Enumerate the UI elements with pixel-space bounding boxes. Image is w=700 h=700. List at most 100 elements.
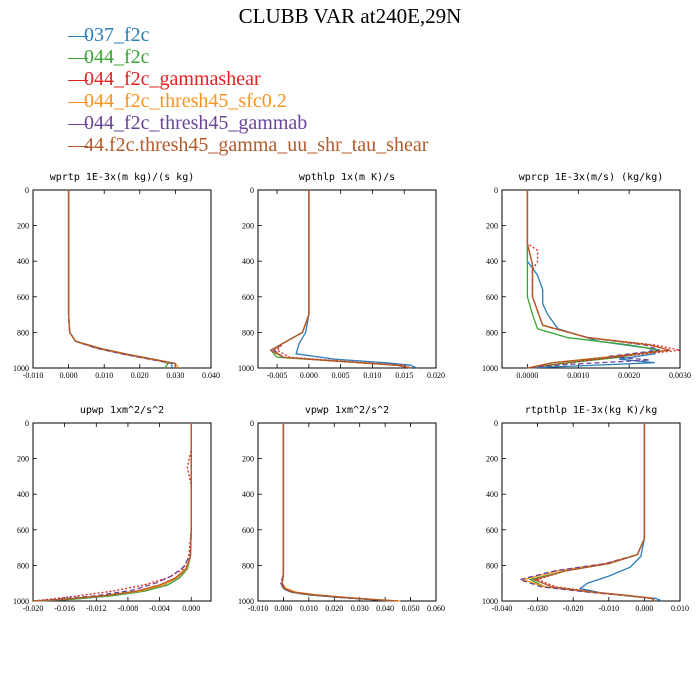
panel-title: upwp 1xm^2/s^2 <box>80 405 164 416</box>
x-tick-label: 0.020 <box>325 604 343 613</box>
x-tick-label: 0.030 <box>351 604 369 613</box>
x-tick-label: -0.020 <box>23 604 44 613</box>
y-tick-label: 400 <box>17 490 29 499</box>
x-tick-label: 0.000 <box>635 604 653 613</box>
series-line <box>269 190 411 369</box>
y-tick-label: 200 <box>242 222 254 231</box>
legend: —037_f2c —044_f2c —044_f2c_gammashear —044_… <box>68 24 428 156</box>
y-tick-label: 200 <box>17 455 29 464</box>
x-tick-label: 0.020 <box>427 371 445 380</box>
y-tick-label: 0 <box>494 186 498 195</box>
y-tick-label: 1000 <box>482 364 498 373</box>
series-line <box>67 190 180 369</box>
legend-label: 044_f2c_thresh45_gammab <box>84 112 308 134</box>
chart-panel: wpthlp 1x(m K)/s 0 200 400 600 800 1000 -0.005 0… <box>238 172 445 380</box>
legend-item: —037_f2c <box>68 24 428 46</box>
legend-item: —044_f2c_gammashear <box>68 68 428 90</box>
series-line <box>280 423 396 602</box>
series-line <box>67 190 177 368</box>
x-tick-label: -0.020 <box>563 604 584 613</box>
series-line <box>521 423 656 602</box>
legend-line-icon: — <box>68 112 88 134</box>
y-tick-label: 800 <box>486 561 498 570</box>
series-line <box>526 190 656 369</box>
x-tick-label: 0.010 <box>95 371 113 380</box>
series-line <box>280 423 398 602</box>
x-tick-label: -0.008 <box>118 604 139 613</box>
y-tick-label: 600 <box>486 293 498 302</box>
legend-item: —044_f2c_thresh45_sfc0.2 <box>68 90 428 112</box>
y-tick-label: 600 <box>486 526 498 535</box>
series-line <box>67 190 170 369</box>
series-line <box>528 423 656 602</box>
y-tick-label: 400 <box>17 257 29 266</box>
x-tick-label: -0.016 <box>54 604 75 613</box>
page-title: CLUBB VAR at240E,29N <box>238 4 462 28</box>
x-tick-label: 0.0020 <box>618 371 640 380</box>
chart-panel: upwp 1xm^2/s^2 0 200 400 600 800 1000-0.020 -0.… <box>13 405 212 613</box>
series-line <box>531 423 656 602</box>
x-tick-label: -0.012 <box>86 604 107 613</box>
y-tick-label: 1000 <box>238 597 254 606</box>
y-tick-label: 400 <box>486 490 498 499</box>
x-tick-label: 0.000 <box>60 371 78 380</box>
y-tick-label: 1000 <box>13 597 29 606</box>
series-line <box>281 423 398 602</box>
legend-line-icon: — <box>68 134 88 156</box>
y-tick-label: 400 <box>242 257 254 266</box>
x-tick-label: 0.000 <box>182 604 200 613</box>
x-tick-label: 0.060 <box>427 604 445 613</box>
series-line <box>526 190 670 369</box>
legend-line-icon: — <box>68 90 88 112</box>
x-tick-label: 0.0030 <box>669 371 691 380</box>
y-tick-label: 800 <box>17 561 29 570</box>
plot-frame <box>32 422 212 602</box>
x-tick-label: 0.010 <box>363 371 381 380</box>
chart-panel: rtpthlp 1E-3x(kg K)/kg02004006008001000-… <box>482 405 689 613</box>
series-line <box>517 423 656 602</box>
series-line <box>269 190 411 369</box>
y-tick-label: 800 <box>486 328 498 337</box>
series-line <box>32 423 192 602</box>
legend-label: 037_f2c <box>84 24 150 46</box>
legend-item: —44.f2c.thresh45_gamma_uu_shr_tau_shear <box>68 134 428 156</box>
y-tick-label: 0 <box>25 419 29 428</box>
plot-frame <box>501 189 681 369</box>
legend-item: —044_f2c_thresh45_gammab <box>68 112 428 134</box>
x-tick-label: 0.000 <box>274 604 292 613</box>
x-tick-label: -0.010 <box>248 604 269 613</box>
y-tick-label: 600 <box>242 526 254 535</box>
x-tick-label: 0.000 <box>300 371 318 380</box>
plot-frame <box>32 189 212 369</box>
chart-panel: wprtp 1E-3x(m kg)/(s kg) 0 200 400 600 800 100… <box>13 172 220 380</box>
series-line <box>578 423 663 602</box>
plot-frame <box>257 189 437 369</box>
legend-label: 044_f2c_gammashear <box>84 68 261 90</box>
x-tick-label: 0.005 <box>332 371 350 380</box>
series-line <box>32 423 192 602</box>
y-tick-label: 800 <box>242 561 254 570</box>
legend-line-icon: — <box>68 24 88 46</box>
y-tick-label: 1000 <box>482 597 498 606</box>
legend-item: —044_f2c <box>68 46 428 68</box>
x-tick-label: 0.0000 <box>516 371 538 380</box>
y-tick-label: 800 <box>242 328 254 337</box>
plot-frame <box>257 422 437 602</box>
series-line <box>67 190 173 368</box>
x-tick-label: 0.040 <box>202 371 220 380</box>
panel-title: wprtp 1E-3x(m kg)/(s kg) <box>50 172 195 183</box>
series-line <box>276 190 411 369</box>
series-line <box>526 190 681 369</box>
y-tick-label: 400 <box>242 490 254 499</box>
panel-title: wpthlp 1x(m K)/s <box>299 172 395 183</box>
series-line <box>281 423 401 602</box>
x-tick-label: 0.015 <box>395 371 413 380</box>
panel-title: rtpthlp 1E-3x(kg K)/kg <box>525 405 657 416</box>
y-tick-label: 400 <box>486 257 498 266</box>
legend-line-icon: — <box>68 46 88 68</box>
x-tick-label: -0.010 <box>23 371 44 380</box>
legend-line-icon: — <box>68 68 88 90</box>
legend-label: 044_f2c_thresh45_sfc0.2 <box>84 90 287 112</box>
x-tick-label: 0.0010 <box>567 371 589 380</box>
